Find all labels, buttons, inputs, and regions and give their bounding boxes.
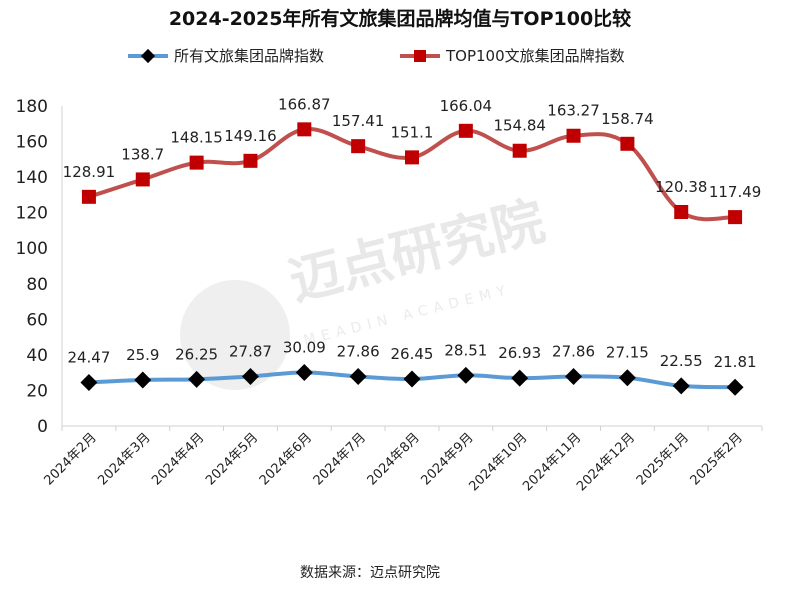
data-point-series-2 xyxy=(351,139,366,154)
data-label-series-1: 27.15 xyxy=(606,344,649,362)
data-point-series-2 xyxy=(620,136,635,151)
data-point-series-2 xyxy=(674,204,689,219)
data-point-series-1 xyxy=(188,370,206,388)
y-tick-label: 160 xyxy=(16,133,48,153)
y-tick-label: 40 xyxy=(26,346,48,366)
data-label-series-1: 22.55 xyxy=(660,352,703,370)
y-tick-label: 120 xyxy=(16,204,48,224)
data-label-series-2: 163.27 xyxy=(547,102,600,120)
data-label-series-2: 154.84 xyxy=(493,117,546,135)
data-label-series-1: 25.9 xyxy=(126,346,159,364)
data-point-series-1 xyxy=(565,367,583,385)
y-axis-ticks: 0 20 40 60 80 100 120 140 160 180 xyxy=(16,97,48,437)
data-point-series-2 xyxy=(458,123,473,138)
y-tick-label: 0 xyxy=(37,417,48,437)
data-point-series-1 xyxy=(80,374,98,391)
x-tick-label: 2025年2月 xyxy=(688,430,746,488)
x-tick-label: 2024年12月 xyxy=(574,430,638,494)
data-label-series-2: 138.7 xyxy=(121,145,164,163)
data-point-series-2 xyxy=(297,122,312,137)
legend-label-series-1: 所有文旅集团品牌指数 xyxy=(174,47,324,65)
data-point-series-2 xyxy=(728,210,743,225)
series-layer xyxy=(80,122,744,396)
x-tick-label: 2024年7月 xyxy=(311,430,369,488)
y-tick-label: 60 xyxy=(26,310,48,330)
data-label-series-2: 117.49 xyxy=(709,183,762,201)
data-label-series-1: 30.09 xyxy=(283,339,326,357)
x-tick-label: 2024年2月 xyxy=(42,430,100,488)
data-point-series-2 xyxy=(189,155,204,170)
data-point-series-1 xyxy=(511,369,529,387)
data-label-series-2: 151.1 xyxy=(391,123,434,141)
data-label-series-2: 148.15 xyxy=(170,129,223,147)
x-tick-label: 2024年3月 xyxy=(95,430,153,488)
legend: 所有文旅集团品牌指数 TOP100文旅集团品牌指数 xyxy=(128,47,625,65)
x-axis-ticks: 2024年2月2024年3月2024年4月2024年5月2024年6月2024年… xyxy=(42,426,763,494)
data-point-series-2 xyxy=(405,150,419,165)
data-point-series-1 xyxy=(457,366,475,384)
data-point-series-2 xyxy=(135,172,150,187)
y-tick-label: 80 xyxy=(26,275,48,295)
data-label-series-2: 158.74 xyxy=(601,110,654,128)
data-label-series-1: 24.47 xyxy=(67,348,110,366)
data-label-series-1: 21.81 xyxy=(714,353,757,371)
x-tick-label: 2024年9月 xyxy=(418,430,476,488)
data-label-series-2: 166.87 xyxy=(278,95,331,113)
data-point-series-1 xyxy=(672,377,690,395)
y-tick-label: 180 xyxy=(16,97,48,117)
data-labels: 24.47 25.9 26.25 27.87 30.09 27.86 26.45 28.51 2… xyxy=(63,95,762,371)
data-point-series-2 xyxy=(243,153,258,168)
legend-label-series-2: TOP100文旅集团品牌指数 xyxy=(445,47,625,65)
data-label-series-1: 26.45 xyxy=(391,345,434,363)
data-point-series-1 xyxy=(295,364,313,381)
data-point-series-1 xyxy=(134,371,152,389)
y-tick-label: 140 xyxy=(16,168,48,188)
data-label-series-1: 26.25 xyxy=(175,345,218,363)
legend-marker-series-1 xyxy=(140,48,156,64)
data-label-series-1: 27.86 xyxy=(337,342,380,360)
data-label-series-1: 26.93 xyxy=(498,344,541,362)
data-point-series-1 xyxy=(241,367,259,385)
data-label-series-2: 149.16 xyxy=(224,127,277,145)
data-label-series-1: 27.86 xyxy=(552,342,595,360)
source-note: 数据来源：迈点研究院 xyxy=(300,565,440,581)
data-label-series-2: 166.04 xyxy=(440,97,493,115)
data-point-series-2 xyxy=(512,143,527,158)
data-label-series-1: 27.87 xyxy=(229,342,272,360)
x-tick-label: 2025年1月 xyxy=(634,430,692,488)
legend-marker-series-2 xyxy=(414,50,426,62)
data-point-series-1 xyxy=(618,369,636,387)
data-label-series-2: 120.38 xyxy=(655,178,708,196)
x-tick-label: 2024年4月 xyxy=(149,430,207,488)
x-tick-label: 2024年8月 xyxy=(365,430,423,488)
x-tick-label: 2024年6月 xyxy=(257,430,315,488)
watermark-logo xyxy=(180,280,290,390)
data-point-series-1 xyxy=(403,370,421,388)
data-label-series-1: 28.51 xyxy=(444,341,487,359)
data-point-series-2 xyxy=(566,128,581,143)
chart-title: 2024-2025年所有文旅集团品牌均值与TOP100比较 xyxy=(169,7,631,30)
data-point-series-1 xyxy=(726,378,744,396)
data-point-series-1 xyxy=(349,367,367,385)
data-label-series-2: 157.41 xyxy=(332,112,385,130)
data-point-series-2 xyxy=(81,189,96,204)
data-label-series-2: 128.91 xyxy=(63,163,116,181)
x-tick-label: 2024年5月 xyxy=(203,430,261,488)
y-tick-label: 20 xyxy=(26,381,48,401)
y-tick-label: 100 xyxy=(16,239,48,259)
